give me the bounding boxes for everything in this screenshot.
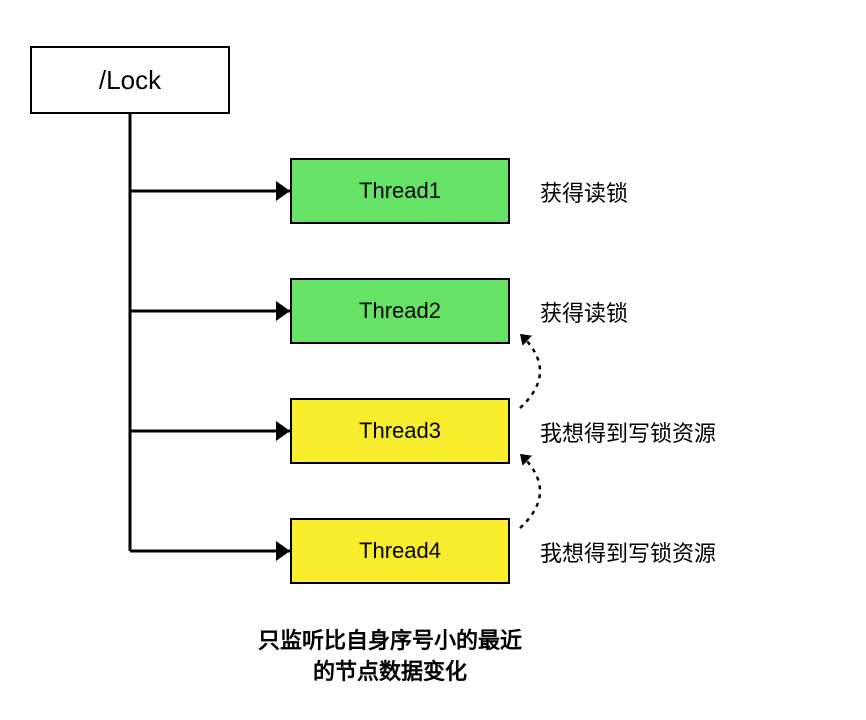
- thread-note-thread2: 获得读锁: [540, 296, 628, 328]
- thread-note-thread3: 我想得到写锁资源: [540, 416, 716, 448]
- thread-node-label: Thread2: [359, 298, 441, 324]
- lock-root-node: /Lock: [30, 46, 230, 114]
- thread-node-thread1: Thread1: [290, 158, 510, 224]
- lock-root-label: /Lock: [99, 65, 161, 96]
- thread-node-label: Thread1: [359, 178, 441, 204]
- thread-node-thread2: Thread2: [290, 278, 510, 344]
- thread-node-thread3: Thread3: [290, 398, 510, 464]
- caption-line: 只监听比自身序号小的最近: [220, 626, 560, 657]
- thread-node-label: Thread4: [359, 538, 441, 564]
- thread-node-thread4: Thread4: [290, 518, 510, 584]
- thread-note-thread4: 我想得到写锁资源: [540, 536, 716, 568]
- thread-note-thread1: 获得读锁: [540, 176, 628, 208]
- caption-line: 的节点数据变化: [220, 657, 560, 688]
- diagram-caption: 只监听比自身序号小的最近的节点数据变化: [220, 626, 560, 688]
- thread-node-label: Thread3: [359, 418, 441, 444]
